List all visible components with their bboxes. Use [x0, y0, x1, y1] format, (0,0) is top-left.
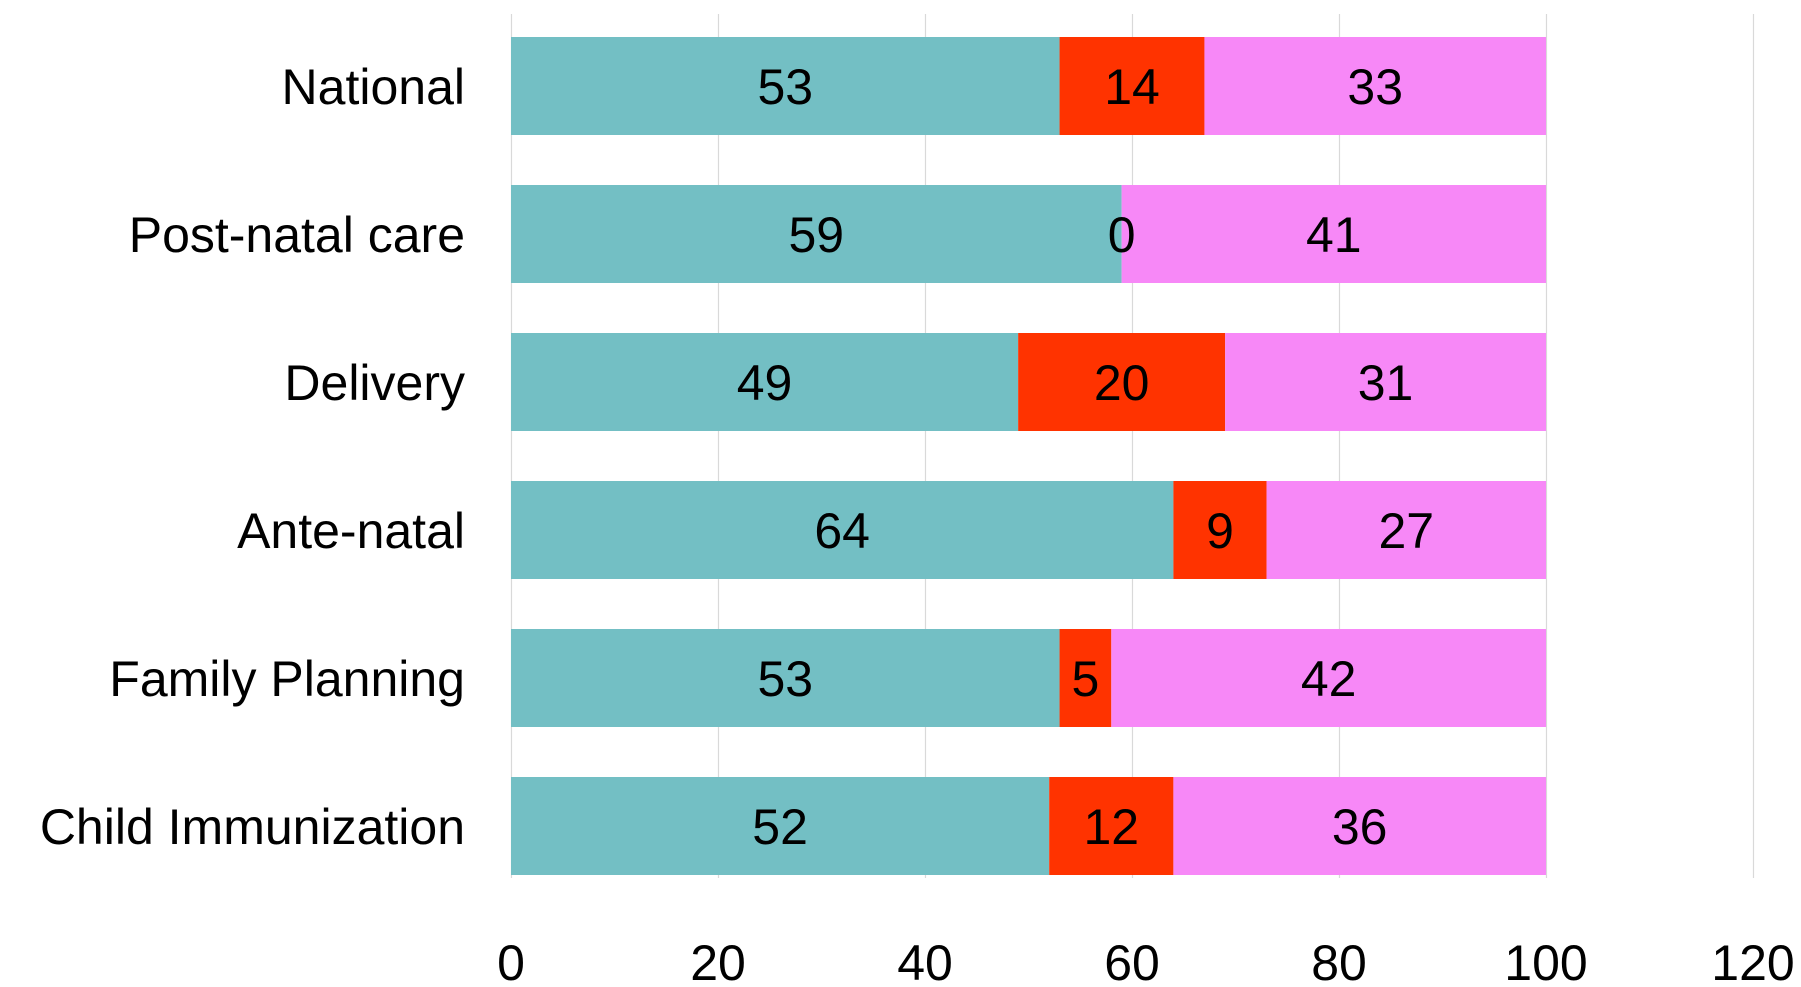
- data-labels: 53 14 33 59 0 41 49 20 31 64 9 27 53 5 42 52 12 36: [737, 59, 1434, 855]
- x-tick-label: 120: [1711, 935, 1794, 987]
- data-label: 5: [1072, 651, 1100, 707]
- bar-segment: [511, 629, 1060, 727]
- data-label: 52: [752, 799, 808, 855]
- x-tick-label: 100: [1504, 935, 1587, 987]
- x-tick-labels: 0 20 40 60 80 100 120: [497, 935, 1795, 987]
- bar-segment: [1111, 629, 1546, 727]
- bar-segment: [1059, 629, 1112, 727]
- x-tick-label: 20: [690, 935, 746, 987]
- bar-segment: [511, 333, 1019, 431]
- data-label: 0: [1108, 207, 1136, 263]
- bar-segment: [1049, 777, 1174, 875]
- x-tick-label: 60: [1104, 935, 1160, 987]
- data-label: 33: [1347, 59, 1403, 115]
- category-label: Delivery: [284, 355, 465, 411]
- data-label: 53: [757, 651, 813, 707]
- data-label: 53: [757, 59, 813, 115]
- bar-segment: [1018, 333, 1226, 431]
- grid-lines: [510, 14, 1755, 878]
- bar-segment: [1059, 37, 1205, 135]
- category-label: Ante-natal: [237, 503, 465, 559]
- x-tick-label: 0: [497, 935, 525, 987]
- category-label: Family Planning: [109, 651, 465, 707]
- bars: [511, 37, 1546, 875]
- category-label: Child Immunization: [40, 799, 465, 855]
- data-label: 20: [1094, 355, 1150, 411]
- x-tick-label: 40: [897, 935, 953, 987]
- data-label: 9: [1206, 503, 1234, 559]
- bar-segment: [1225, 333, 1546, 431]
- bar-segment: [511, 481, 1174, 579]
- bar-segment: [1173, 481, 1267, 579]
- category-labels: National Post-natal care Delivery Ante-nata…: [40, 59, 465, 855]
- data-label: 42: [1301, 651, 1357, 707]
- bar-segment: [1204, 37, 1546, 135]
- data-label: 14: [1104, 59, 1160, 115]
- bar-segment: [511, 185, 1122, 283]
- bar-segment: [511, 37, 1060, 135]
- bar-segment: [1266, 481, 1546, 579]
- bar-segment: [1121, 185, 1546, 283]
- bar-segment: [1173, 777, 1546, 875]
- category-label: National: [282, 59, 465, 115]
- data-label: 36: [1332, 799, 1388, 855]
- data-label: 31: [1358, 355, 1414, 411]
- data-label: 59: [789, 207, 845, 263]
- data-label: 41: [1306, 207, 1362, 263]
- category-label: Post-natal care: [129, 207, 465, 263]
- x-tick-label: 80: [1311, 935, 1367, 987]
- data-label: 27: [1378, 503, 1434, 559]
- data-label: 64: [814, 503, 870, 559]
- data-label: 49: [737, 355, 793, 411]
- bar-segment: [511, 777, 1050, 875]
- data-label: 12: [1083, 799, 1139, 855]
